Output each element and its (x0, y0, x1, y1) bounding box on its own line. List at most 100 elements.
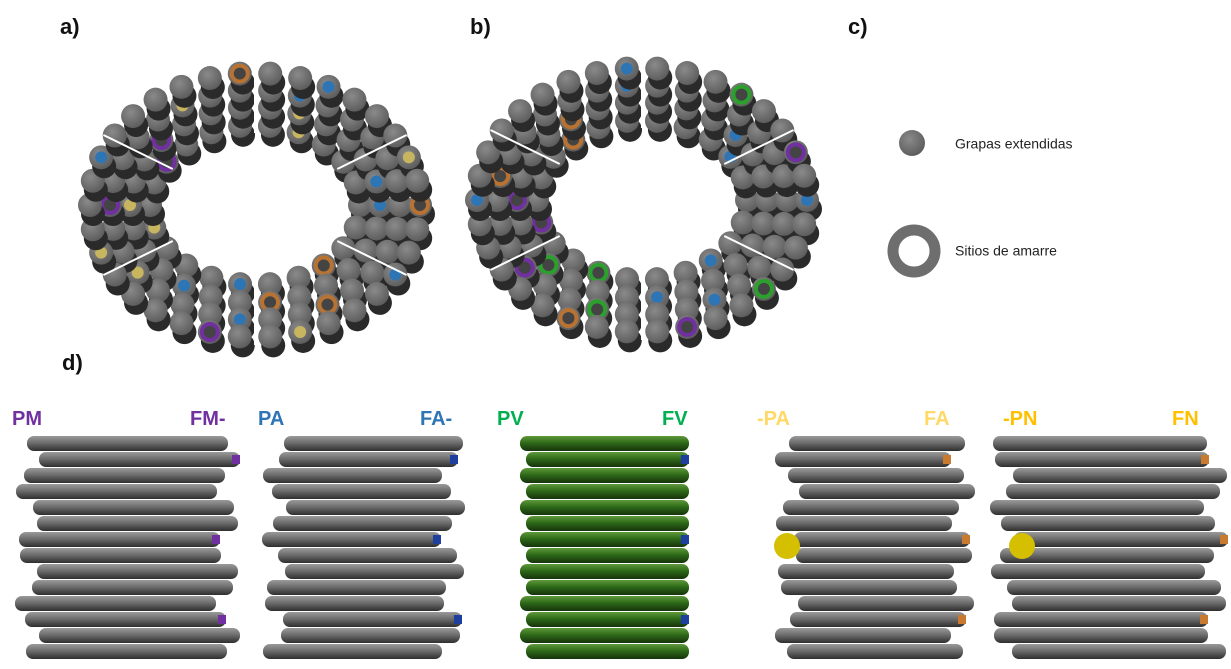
helix-end (360, 261, 384, 285)
helix (775, 452, 951, 467)
helix-end (258, 324, 282, 348)
helix (15, 596, 216, 611)
helix (790, 612, 966, 627)
helix-end (397, 241, 421, 265)
helix (798, 596, 974, 611)
helix-end (724, 253, 748, 277)
helix (24, 468, 225, 483)
binding-site (756, 281, 772, 297)
helix (1012, 596, 1226, 611)
helix (283, 612, 462, 627)
helix-end (405, 169, 429, 193)
helix (39, 452, 240, 467)
helix-end (792, 164, 816, 188)
bundle-label: FN (1172, 408, 1199, 430)
helix (991, 564, 1205, 579)
helix (1007, 580, 1221, 595)
helix (995, 452, 1209, 467)
helix-end (585, 315, 609, 339)
helix-end (342, 88, 366, 112)
extended-staple (294, 326, 306, 338)
helix (1012, 644, 1226, 659)
helix-end (792, 212, 816, 236)
helix (273, 516, 452, 531)
binding-site (232, 66, 248, 82)
helix (20, 548, 221, 563)
helix-end (645, 319, 669, 343)
binding-site (320, 297, 336, 313)
staple-tip (450, 455, 458, 464)
helix (778, 564, 954, 579)
legend-label: Sitios de amarre (955, 243, 1057, 259)
helix (265, 596, 444, 611)
staple-tip (218, 615, 226, 624)
binding-site (679, 319, 695, 335)
extended-staple (370, 176, 382, 188)
helix (33, 500, 234, 515)
gold-particle (1009, 533, 1035, 559)
helix (19, 532, 220, 547)
helix-end (704, 306, 728, 330)
binding-site (202, 324, 218, 340)
helix (37, 564, 238, 579)
staple-tip (454, 615, 462, 624)
helix (520, 564, 689, 579)
helix-end (752, 99, 776, 123)
binding-site (560, 310, 576, 326)
binding-site (788, 144, 804, 160)
panel-label: a) (60, 14, 80, 39)
bundle-label: -PA (757, 408, 790, 430)
helix (27, 436, 228, 451)
binding-site (316, 257, 332, 273)
helix-end (675, 61, 699, 85)
helix (781, 580, 957, 595)
helix (1006, 484, 1220, 499)
helix (263, 468, 442, 483)
helix-end (751, 211, 775, 235)
helix (1013, 468, 1227, 483)
helix (787, 644, 963, 659)
staple-tip (1201, 455, 1209, 464)
staple-tip (962, 535, 970, 544)
staple-tip (681, 615, 689, 624)
helix (37, 516, 238, 531)
helix-end (375, 240, 399, 264)
helix-end (342, 298, 366, 322)
helix (520, 628, 689, 643)
helix (783, 500, 959, 515)
helix-end (144, 88, 168, 112)
helix-end (198, 66, 222, 90)
helix (526, 484, 689, 499)
staple-tip (232, 455, 240, 464)
legend-dot (899, 130, 925, 156)
bundle-label: FA (924, 408, 950, 430)
helix (526, 452, 689, 467)
staple-tip (212, 535, 220, 544)
helix (263, 644, 442, 659)
extended-staple (95, 151, 107, 163)
helix (526, 644, 689, 659)
helix-end (585, 61, 609, 85)
helix (520, 596, 689, 611)
extended-staple (709, 294, 721, 306)
bundles (15, 436, 1228, 659)
extended-staple (705, 254, 717, 266)
helix (520, 532, 689, 547)
panel-label: b) (470, 14, 491, 39)
helix (1001, 516, 1215, 531)
legend-label: Grapas extendidas (955, 136, 1073, 152)
helix-end (615, 319, 639, 343)
helix (267, 580, 446, 595)
helix (272, 484, 451, 499)
helix (39, 628, 240, 643)
helix (1014, 532, 1228, 547)
helix-end (228, 324, 252, 348)
helix-end (365, 104, 389, 128)
helix (526, 612, 689, 627)
helix-end (556, 70, 580, 94)
origami-ring (78, 62, 435, 358)
staple-tip (681, 535, 689, 544)
extended-staple (621, 63, 633, 75)
helix (526, 516, 689, 531)
binding-site (733, 87, 749, 103)
